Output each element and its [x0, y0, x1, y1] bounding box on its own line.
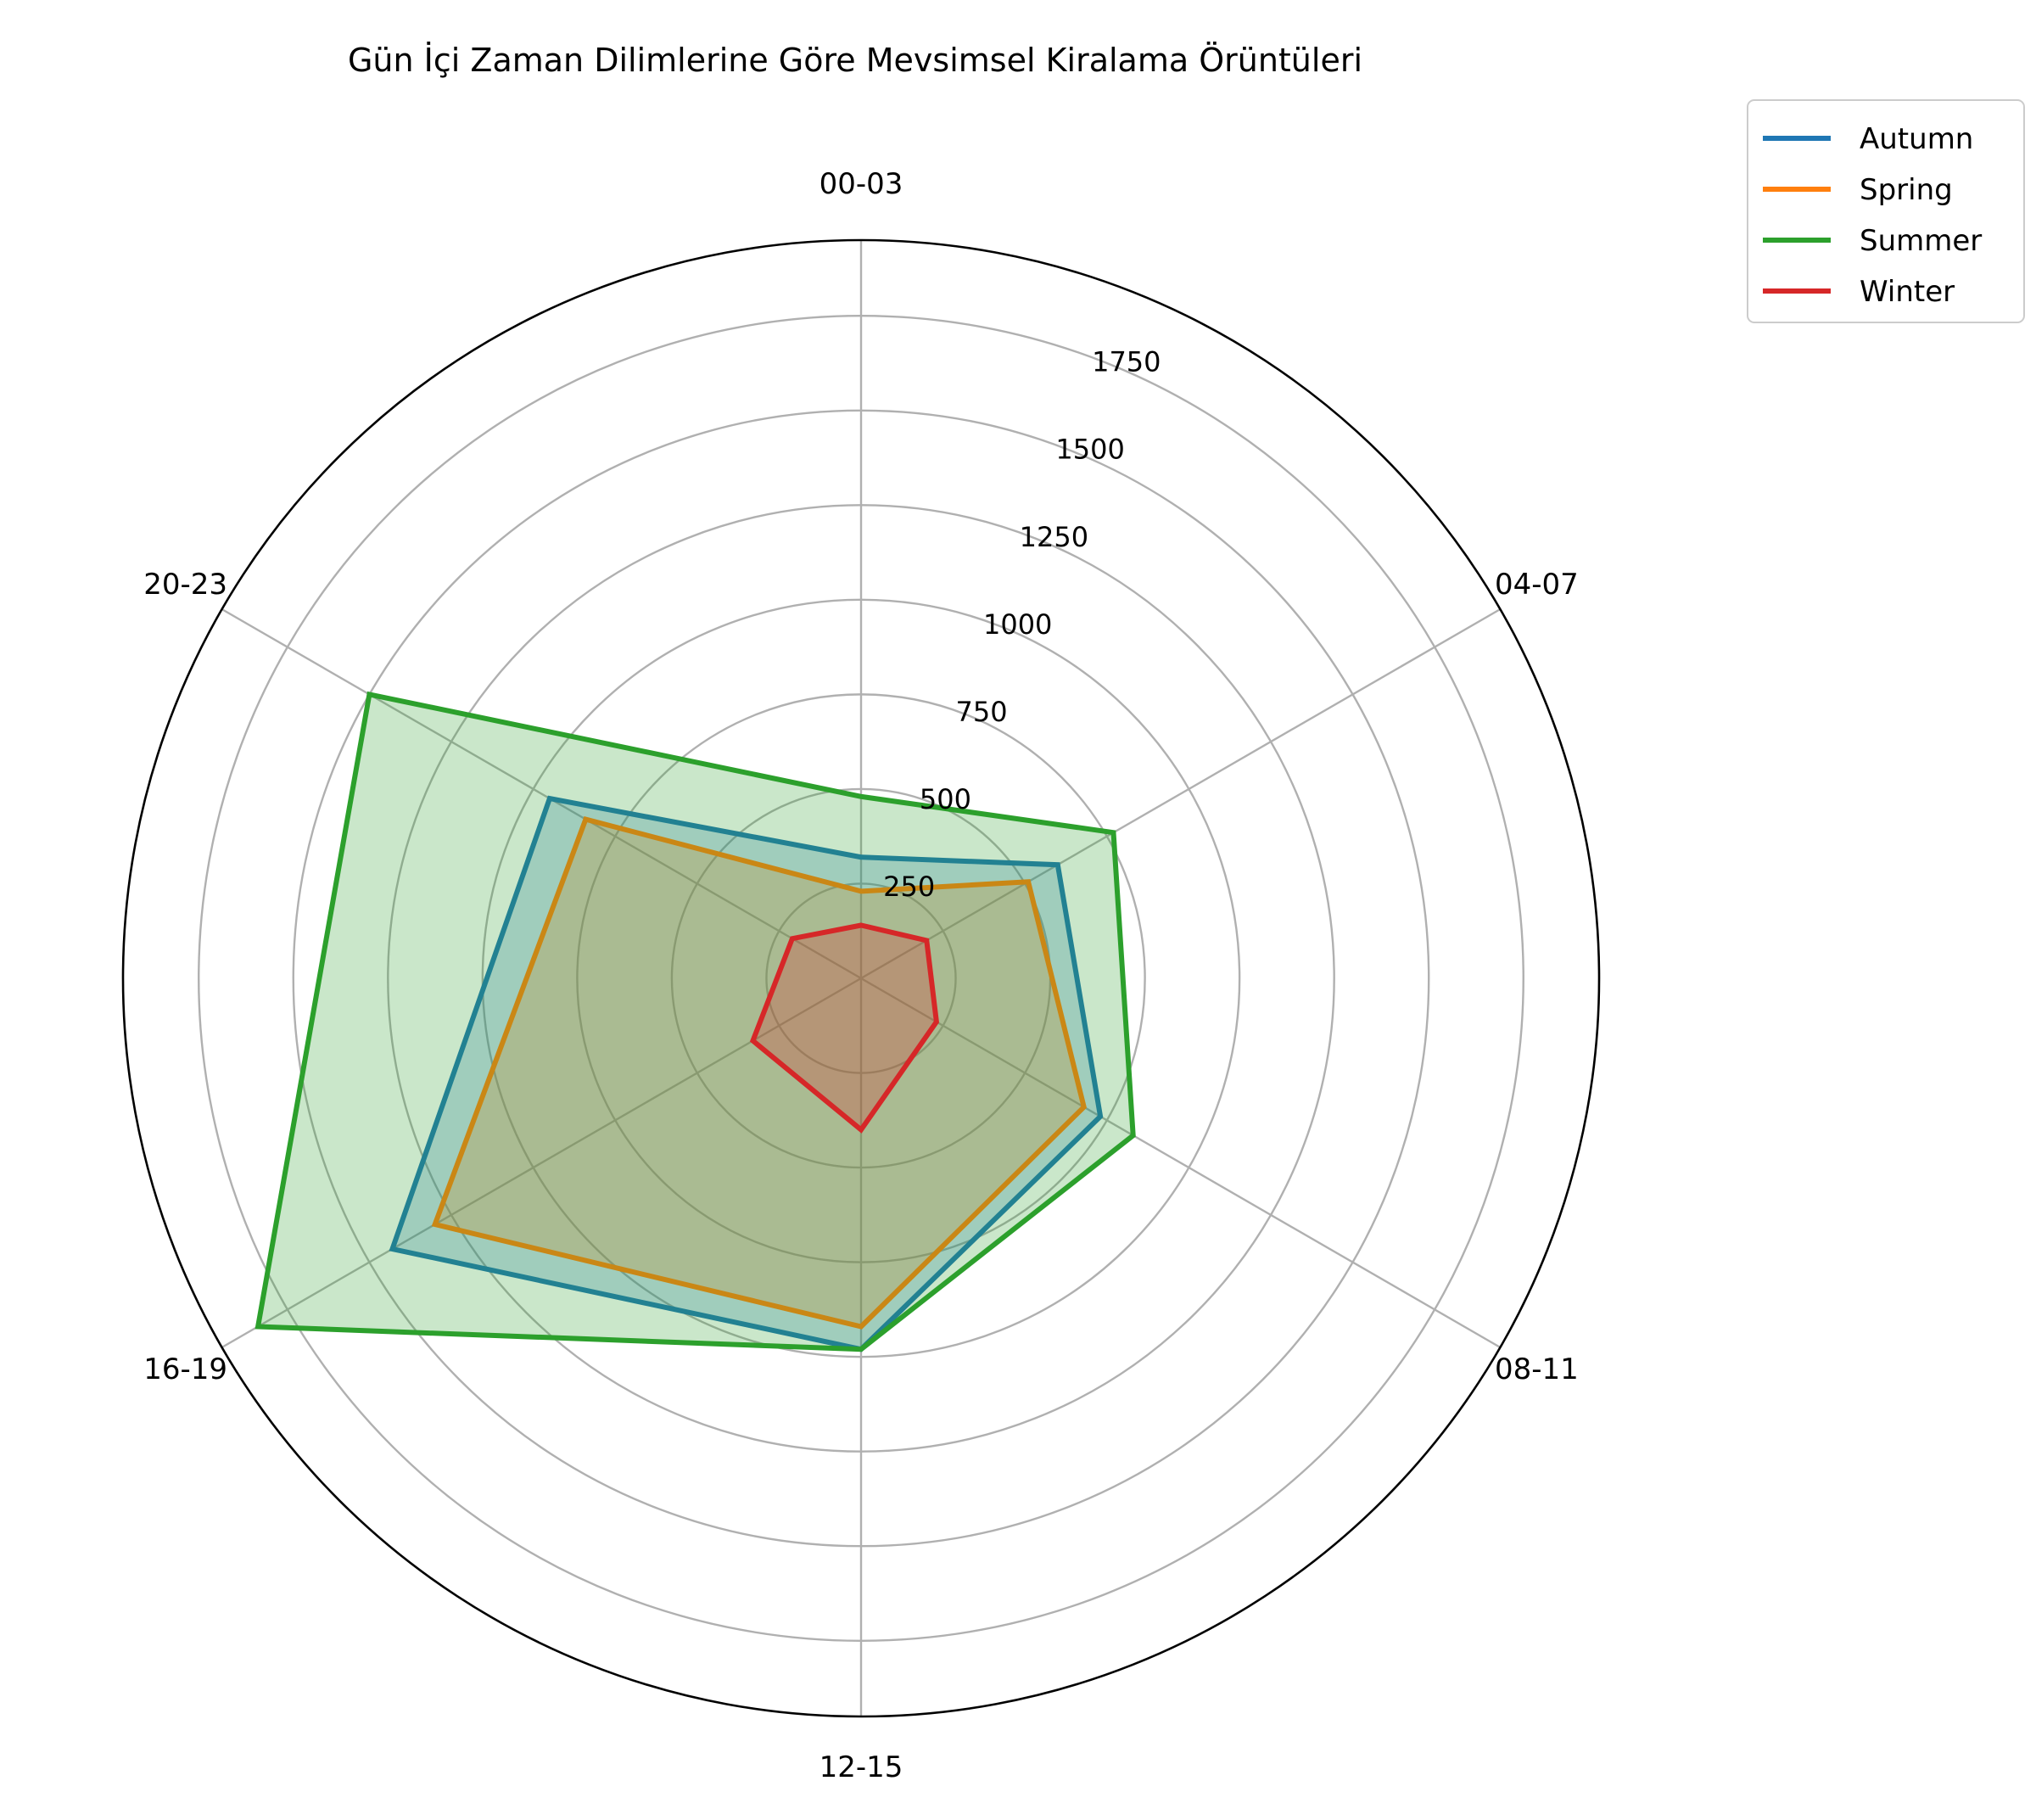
- category-label-08-11: 08-11: [1495, 1352, 1579, 1386]
- r-tick-label: 1250: [1020, 521, 1088, 553]
- legend-label-autumn: Autumn: [1860, 122, 1973, 156]
- series-fill-spring: [434, 819, 1084, 1327]
- legend-label-spring: Spring: [1860, 173, 1953, 207]
- series-line-spring: [431, 816, 1088, 1330]
- spoke-20-23: [221, 608, 862, 980]
- series-line-summer: [255, 691, 1136, 1352]
- category-label-04-07: 04-07: [1495, 568, 1579, 602]
- r-tick-label: 500: [920, 783, 971, 815]
- legend: Autumn Spring Summer Winter: [1747, 99, 2025, 323]
- category-label-20-23: 20-23: [143, 568, 227, 602]
- r-tick-label: 750: [956, 696, 1008, 728]
- r-tick-label: 250: [883, 871, 935, 903]
- chart-title: Gün İçi Zaman Dilimlerine Göre Mevsimsel…: [348, 42, 1362, 79]
- legend-frame: [1747, 99, 2025, 323]
- r-tick-label: 1000: [983, 608, 1052, 641]
- series-layer: [255, 691, 1136, 1352]
- radial-tick-labels: 250 500 750 1000 1250 1500 1750: [883, 346, 1161, 903]
- series-fill-autumn: [392, 798, 1101, 1350]
- category-labels: 00-03 04-07 08-11 12-15 16-19 20-23: [143, 167, 1579, 1784]
- category-label-16-19: 16-19: [143, 1352, 227, 1386]
- outer-frame: [121, 238, 1601, 1718]
- series-fill-winter: [752, 925, 937, 1130]
- legend-label-summer: Summer: [1860, 224, 1982, 258]
- spoke-04-07: [860, 608, 1502, 980]
- category-label-12-15: 12-15: [819, 1750, 903, 1784]
- r-tick-label: 1750: [1092, 346, 1161, 378]
- legend-label-winter: Winter: [1860, 275, 1955, 309]
- series-line-winter: [749, 922, 940, 1134]
- series-fill-summer: [258, 694, 1133, 1350]
- r-tick-label: 1500: [1055, 434, 1124, 466]
- category-label-00-03: 00-03: [819, 167, 903, 201]
- spoke-08-11: [860, 977, 1502, 1349]
